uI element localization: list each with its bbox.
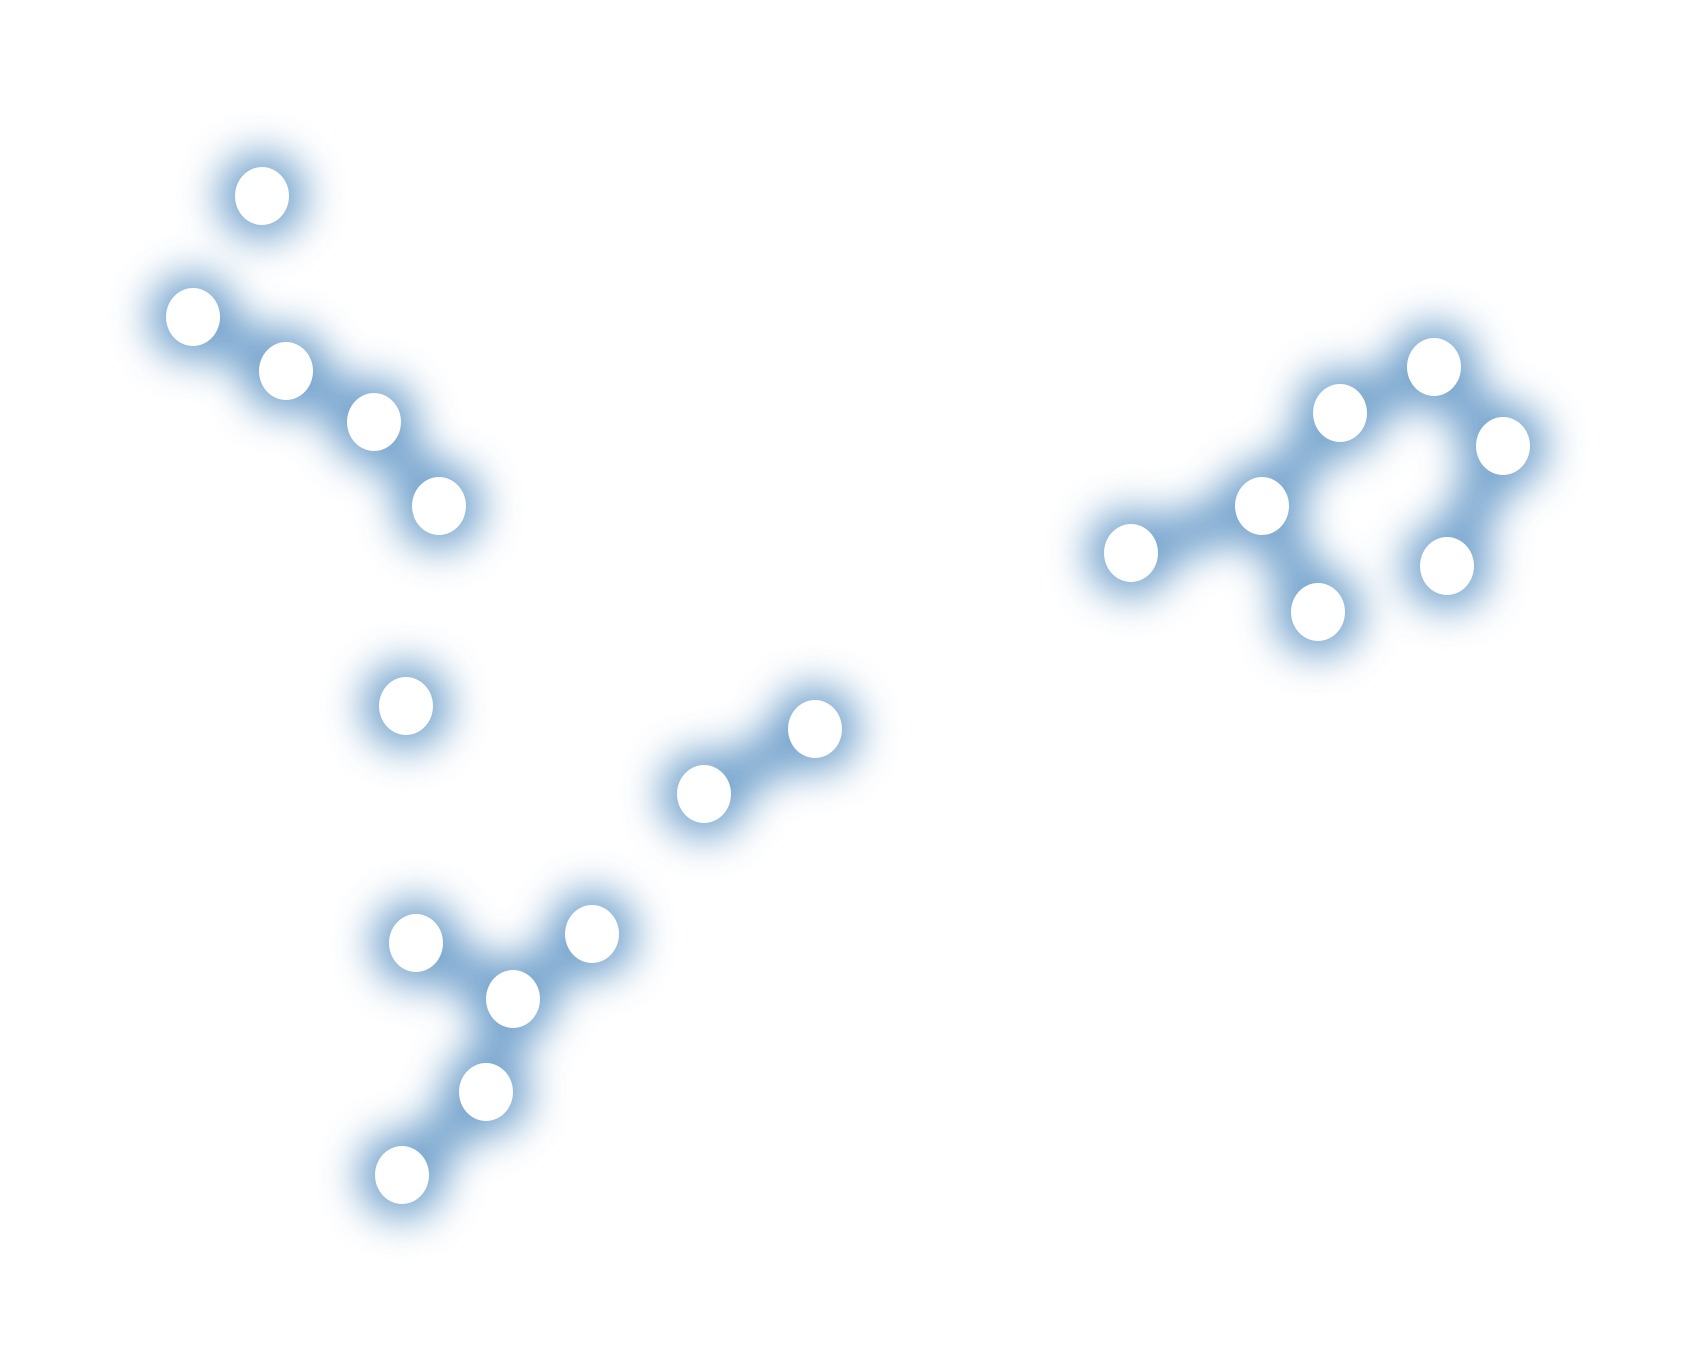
- node-2: [1235, 477, 1289, 535]
- node-2: [677, 765, 731, 823]
- node-4: [389, 914, 443, 972]
- node-1: [235, 167, 289, 225]
- node-3: [259, 342, 313, 400]
- group-upper-left: [166, 167, 466, 535]
- node-7: [375, 1146, 429, 1204]
- node-1: [1104, 524, 1158, 582]
- node-3: [565, 905, 619, 963]
- node-7: [1291, 583, 1345, 641]
- glow-layer: [149, 152, 1547, 1219]
- node-4: [347, 393, 401, 451]
- node-5: [412, 477, 466, 535]
- group-isolated: [379, 677, 433, 735]
- node-5: [486, 970, 540, 1028]
- node-2: [166, 288, 220, 346]
- group-right: [1104, 338, 1530, 641]
- node-6: [459, 1063, 513, 1121]
- node-4: [1407, 338, 1461, 396]
- group-lower-left: [375, 700, 842, 1204]
- node-1: [788, 700, 842, 758]
- node-1: [379, 677, 433, 735]
- node-3: [1313, 384, 1367, 442]
- node-layer: [166, 167, 1530, 1204]
- node-5: [1476, 417, 1530, 475]
- node-6: [1420, 537, 1474, 595]
